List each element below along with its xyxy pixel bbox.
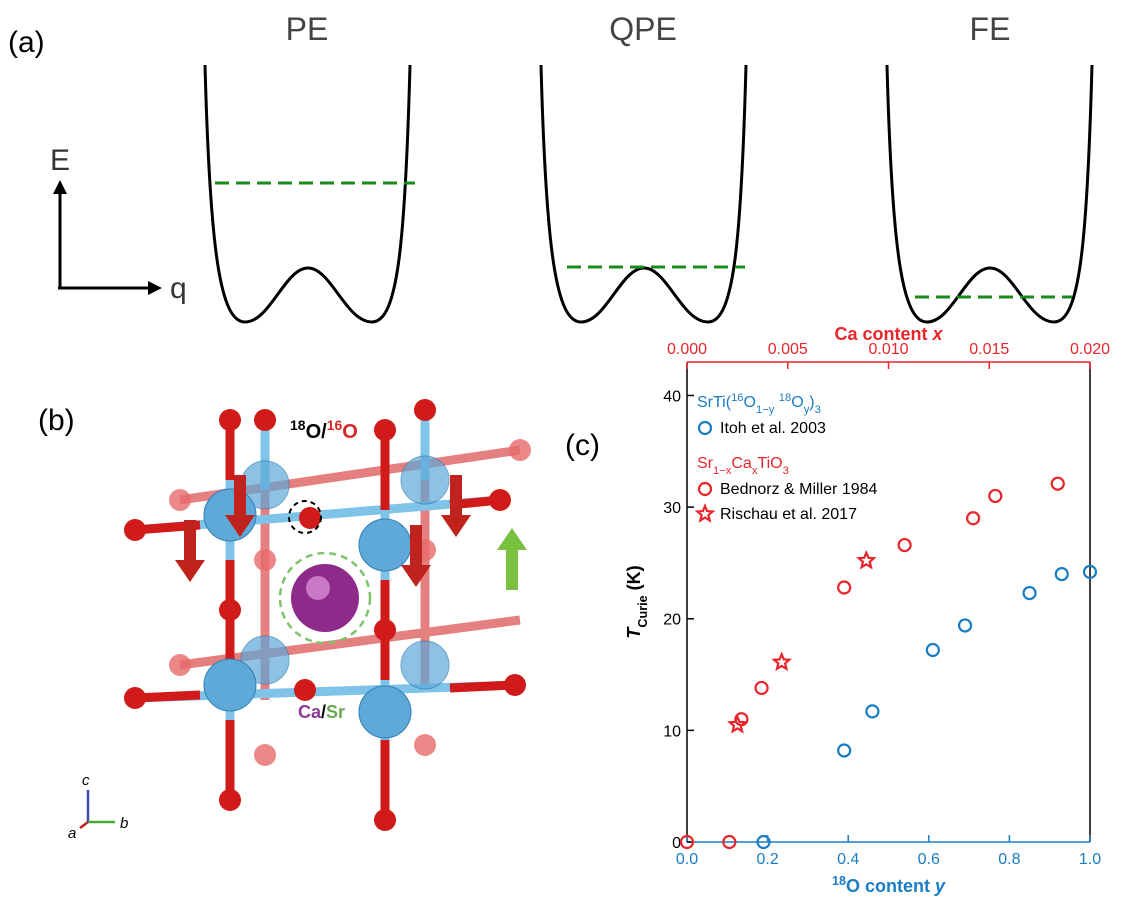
star-marker bbox=[855, 549, 877, 570]
circle-marker bbox=[897, 537, 912, 553]
text-part: 18 bbox=[290, 417, 306, 433]
text-part: 16 bbox=[731, 392, 743, 404]
text-part: 3 bbox=[815, 404, 821, 416]
axis-label: b bbox=[120, 815, 128, 832]
text-part: O content bbox=[846, 876, 935, 896]
text-part: (K) bbox=[624, 565, 644, 595]
text-part: 1−x bbox=[713, 465, 732, 477]
text-part: SrTi( bbox=[697, 394, 732, 411]
legend-marker bbox=[697, 481, 713, 497]
text-part: T bbox=[624, 626, 644, 639]
x2-tick-label: 0.010 bbox=[868, 341, 908, 358]
potential-curves bbox=[203, 64, 1094, 324]
text-part: x bbox=[752, 465, 758, 477]
site-label: Ca/Sr bbox=[298, 702, 345, 722]
text-part: Ca bbox=[731, 455, 752, 472]
circle-marker bbox=[1082, 564, 1098, 579]
panel-label: (c) bbox=[565, 429, 600, 462]
panel-title: FE bbox=[970, 11, 1011, 47]
text-part: 1−y bbox=[756, 404, 775, 416]
x2-tick-label: 0.005 bbox=[768, 341, 808, 358]
star-marker bbox=[727, 713, 748, 734]
axis-label: q bbox=[170, 272, 187, 305]
text-part: 18 bbox=[779, 392, 791, 404]
circle-marker bbox=[756, 834, 771, 850]
text-part: Sr bbox=[326, 702, 345, 722]
x-axis-label: 18O content y bbox=[832, 874, 946, 896]
text-part: / bbox=[321, 702, 326, 722]
text-part: y bbox=[804, 404, 810, 416]
text-part: O/ bbox=[306, 421, 328, 443]
text-part: Sr bbox=[697, 455, 714, 472]
text-part: 18 bbox=[832, 874, 846, 888]
crystal-structure bbox=[79, 399, 531, 831]
legend-label: Rischau et al. 2017 bbox=[720, 506, 857, 523]
y-tick-label: 20 bbox=[663, 612, 681, 629]
x-tick-label: 0.6 bbox=[918, 851, 940, 868]
axes-arrows bbox=[53, 180, 162, 295]
y-tick-label: 10 bbox=[663, 723, 681, 740]
circle-marker bbox=[925, 642, 940, 658]
legend-label: Itoh et al. 2003 bbox=[720, 420, 826, 437]
panel-label: (b) bbox=[38, 404, 75, 437]
text-part: TiO bbox=[757, 455, 782, 472]
text-part: 16 bbox=[327, 417, 343, 433]
y-axis-label: TCurie (K) bbox=[624, 565, 650, 638]
axis-label: c bbox=[82, 772, 90, 789]
circle-marker bbox=[966, 511, 981, 526]
text-part: Curie bbox=[636, 595, 650, 627]
circle-marker bbox=[837, 743, 852, 758]
circle-marker bbox=[865, 704, 880, 719]
x2-tick-label: 0.015 bbox=[969, 341, 1009, 358]
text-part: y bbox=[934, 876, 946, 896]
legend-group-title: SrTi(16O1−y 18Oy)3 bbox=[697, 392, 821, 416]
text-part: Ca bbox=[298, 702, 322, 722]
chart: 0.0 0.2 0.4 0.6 0.8 1.0 0.000 0.005 0.010 0.015 0.… bbox=[624, 324, 1110, 896]
text-part: ) bbox=[809, 394, 814, 411]
x-tick-label: 0.8 bbox=[998, 851, 1020, 868]
axis-label: a bbox=[68, 825, 76, 842]
text-part: 3 bbox=[783, 465, 789, 477]
legend-label: Bednorz & Miller 1984 bbox=[720, 481, 878, 498]
circle-marker bbox=[722, 834, 737, 850]
x2-tick-label: 0.000 bbox=[667, 341, 707, 358]
x-tick-label: 1.0 bbox=[1079, 851, 1101, 868]
x2-axis-label: Ca content x bbox=[834, 324, 943, 344]
legend-marker bbox=[697, 420, 713, 436]
circle-marker bbox=[679, 834, 695, 850]
isotope-label: 18O/16O bbox=[290, 417, 358, 443]
star-marker bbox=[771, 651, 793, 672]
panel-title: QPE bbox=[609, 11, 677, 47]
circle-marker bbox=[988, 488, 1003, 504]
text-part: x bbox=[932, 324, 944, 344]
legend-group-title: Sr1−xCaxTiO3 bbox=[697, 455, 789, 477]
y-tick-label: 0 bbox=[672, 835, 681, 852]
y-tick-label: 30 bbox=[663, 500, 681, 517]
circle-marker bbox=[837, 580, 852, 595]
text-part: Ca content bbox=[834, 324, 932, 344]
circle-marker bbox=[1022, 585, 1037, 601]
y-tick-label: 40 bbox=[663, 388, 681, 405]
axis-label: E bbox=[50, 144, 70, 177]
text-part: O bbox=[791, 394, 803, 411]
x-tick-label: 0.2 bbox=[756, 851, 778, 868]
text-part: O bbox=[744, 394, 756, 411]
legend-marker bbox=[694, 503, 716, 523]
circle-marker bbox=[1054, 566, 1069, 582]
circle-marker bbox=[1050, 476, 1065, 491]
circle-marker bbox=[957, 618, 973, 633]
circle-marker bbox=[754, 680, 769, 696]
energy-levels bbox=[215, 181, 1072, 299]
x2-tick-label: 0.020 bbox=[1070, 341, 1110, 358]
panel-label: (a) bbox=[8, 26, 45, 59]
panel-title: PE bbox=[286, 11, 329, 47]
text-part: O bbox=[342, 421, 358, 443]
x-tick-label: 0.4 bbox=[837, 851, 859, 868]
x-tick-label: 0.0 bbox=[676, 851, 698, 868]
